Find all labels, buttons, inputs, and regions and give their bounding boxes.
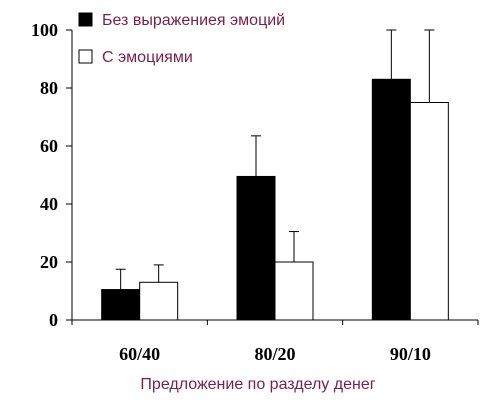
y-tick-label: 100 xyxy=(31,20,58,40)
legend: Без выражениея эмоций С эмоциями xyxy=(78,12,285,66)
legend-label-series-1: Без выражениея эмоций xyxy=(102,12,285,29)
x-tick-label: 90/10 xyxy=(390,344,431,364)
x-tick-label: 80/20 xyxy=(254,344,295,364)
bar-series-1 xyxy=(236,175,276,321)
y-tick-label: 0 xyxy=(49,310,58,330)
bar-series-2 xyxy=(274,261,314,321)
y-tick-label: 40 xyxy=(40,194,58,214)
bars xyxy=(101,78,449,321)
y-tick-label: 60 xyxy=(40,136,58,156)
legend-swatch-series-1 xyxy=(78,12,93,27)
error-bars xyxy=(115,29,435,290)
y-tick-label: 80 xyxy=(40,78,58,98)
y-tick-label: 20 xyxy=(40,252,58,272)
y-tick-labels: 0 20 40 60 80 100 xyxy=(31,20,58,330)
legend-label-series-2: С эмоциями xyxy=(102,49,193,66)
bar-series-2 xyxy=(139,281,179,321)
bar-series-1 xyxy=(101,289,141,321)
x-axis-label: Предложение по разделу денег xyxy=(140,376,375,393)
x-tick-label: 60/40 xyxy=(119,344,160,364)
bar-series-1 xyxy=(371,78,411,321)
bar-series-2 xyxy=(409,102,449,321)
x-tick-labels: 60/40 80/20 90/10 xyxy=(119,344,431,364)
legend-swatch-series-2 xyxy=(78,49,93,64)
